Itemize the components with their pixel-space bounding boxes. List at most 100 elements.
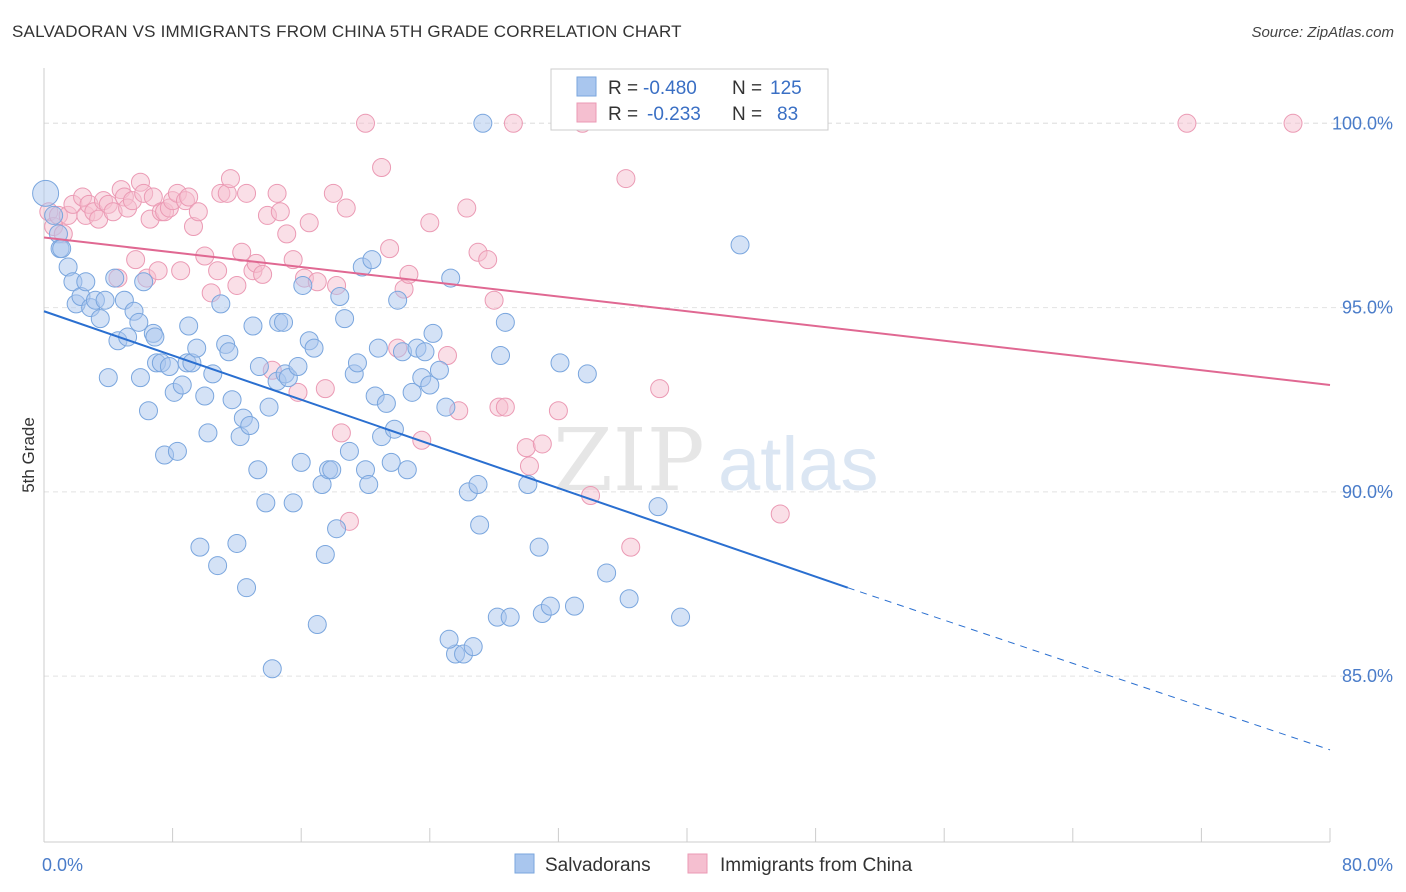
blue-point-98 <box>429 360 449 380</box>
pink-point-24 <box>143 187 163 207</box>
pink-point-66 <box>380 239 400 259</box>
blue-point-99 <box>436 397 456 417</box>
bottom-legend-swatch-blue <box>514 853 535 874</box>
blue-point-117 <box>564 596 584 616</box>
pink-point-88 <box>650 379 670 399</box>
blue-point-120 <box>619 589 639 609</box>
pink-point-59 <box>323 183 343 203</box>
legend-r-label-1: R = <box>608 78 638 99</box>
y-tick-label-1: 90.0% <box>1342 482 1393 502</box>
watermark: ZIP atlas <box>553 411 879 511</box>
blue-point-37 <box>190 537 210 557</box>
x-tick-label-1: 80.0% <box>1342 855 1393 875</box>
pink-point-72 <box>437 345 457 365</box>
blue-point-32 <box>172 375 192 395</box>
legend-r-value-2: -0.233 <box>647 104 701 125</box>
blue-point-81 <box>359 474 379 494</box>
blue-point-107 <box>473 113 493 133</box>
blue-point-76 <box>339 441 359 461</box>
blue-point-87 <box>381 452 401 472</box>
pink-point-64 <box>356 113 375 133</box>
blue-point-96 <box>420 375 440 395</box>
y-axis-title: 5th Grade <box>19 417 38 493</box>
blue-point-46 <box>227 533 247 553</box>
legend-n-value-1: 125 <box>770 78 802 99</box>
legend-r-value-1: -0.480 <box>643 78 697 99</box>
blue-point-91 <box>397 460 417 480</box>
legend-r-label-2: R = <box>608 104 638 125</box>
blue-point-51 <box>243 316 263 336</box>
blue-point-12 <box>90 309 110 329</box>
blue-point-29 <box>159 357 179 377</box>
blue-point-41 <box>208 556 228 576</box>
blue-point-45 <box>222 390 242 410</box>
pink-point-87 <box>621 537 641 557</box>
blue-point-59 <box>274 312 294 332</box>
legend-n-label-2: N = <box>732 104 762 125</box>
chart-source: Source: ZipAtlas.com <box>1251 24 1394 41</box>
blue-point-119 <box>597 563 617 583</box>
watermark-atlas: atlas <box>718 422 879 507</box>
pink-point-56 <box>299 213 319 233</box>
pink-point-52 <box>277 224 297 244</box>
bottom-legend-immigrants-from-china: Immigrants from China <box>720 855 913 876</box>
blue-point-121 <box>648 497 668 517</box>
blue-point-97 <box>423 323 443 343</box>
pink-point-25 <box>148 261 168 281</box>
blue-point-104 <box>463 637 483 657</box>
pink-point-58 <box>315 379 335 399</box>
blue-point-105 <box>468 474 488 494</box>
pink-point-82 <box>532 434 552 454</box>
blue-point-62 <box>283 493 303 513</box>
blue-point-54 <box>256 493 276 513</box>
pink-point-83 <box>548 401 568 421</box>
blue-point-64 <box>291 452 311 472</box>
blue-point-113 <box>529 537 549 557</box>
pink-point-53 <box>283 250 303 270</box>
blue-point-14 <box>98 368 118 388</box>
blue-point-38 <box>195 386 215 406</box>
blue-point-86 <box>376 393 396 413</box>
blue-point-72 <box>322 460 342 480</box>
pink-point-42 <box>227 275 247 295</box>
x-tick-label-0: 0.0% <box>42 855 83 875</box>
blue-point-63 <box>288 357 308 377</box>
pink-point-79 <box>503 113 523 133</box>
blue-point-82 <box>362 250 382 270</box>
pink-point-81 <box>519 456 539 476</box>
blue-point-9 <box>76 272 96 292</box>
pink-point-35 <box>188 202 208 222</box>
blue-point-73 <box>327 519 347 539</box>
pink-point-74 <box>457 198 477 218</box>
blue-point-65 <box>293 275 313 295</box>
blue-point-118 <box>577 364 597 384</box>
blue-point-23 <box>138 401 158 421</box>
blue-point-4 <box>52 239 72 259</box>
blue-point-68 <box>307 615 327 635</box>
series-salvadorans <box>32 113 750 679</box>
pink-point-41 <box>220 169 240 189</box>
blue-point-122 <box>671 607 691 627</box>
pink-point-38 <box>208 261 228 281</box>
legend-swatch-pink <box>576 102 597 123</box>
blue-point-67 <box>304 338 324 358</box>
blue-point-56 <box>262 659 282 679</box>
trend-line-salvadorans <box>43 310 849 589</box>
y-tick-label-3: 100.0% <box>1332 113 1393 133</box>
correlation-legend: R = -0.480 N = 125 R = -0.233 N = 83 <box>550 68 829 131</box>
pink-point-31 <box>171 261 191 281</box>
pink-point-90 <box>1177 113 1197 133</box>
blue-point-42 <box>211 294 231 314</box>
legend-swatch-blue <box>576 76 597 97</box>
pink-point-47 <box>253 264 273 284</box>
pink-point-77 <box>484 290 504 310</box>
blue-point-111 <box>500 607 520 627</box>
blue-point-110 <box>495 312 515 332</box>
blue-point-21 <box>130 368 150 388</box>
pink-point-71 <box>420 213 440 233</box>
pink-point-43 <box>232 242 252 262</box>
blue-point-44 <box>219 342 239 362</box>
chart-title: SALVADORAN VS IMMIGRANTS FROM CHINA 5TH … <box>12 22 682 41</box>
blue-point-1 <box>44 205 64 225</box>
